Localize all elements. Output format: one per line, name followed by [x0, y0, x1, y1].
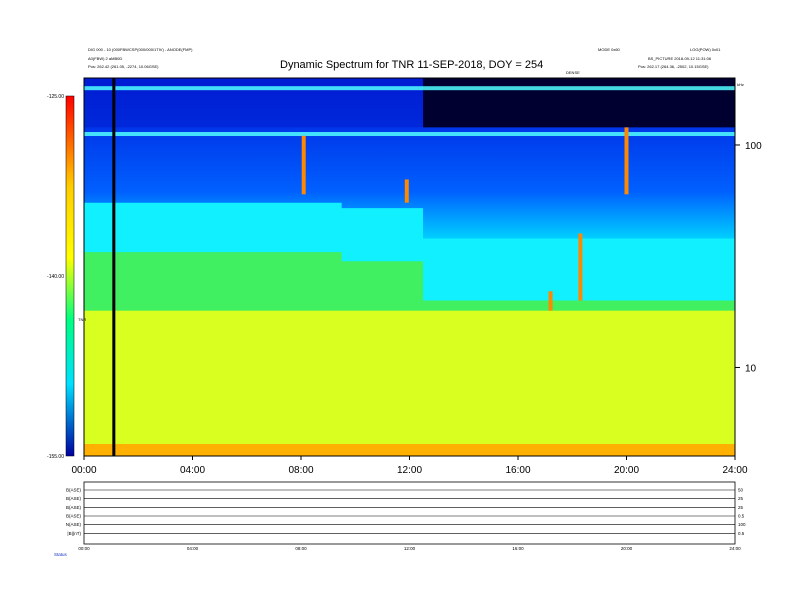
- dense-label: DENSE: [566, 70, 580, 75]
- bottom-orange-strip: [84, 444, 735, 456]
- colorbar: [65, 95, 75, 457]
- lower-panel-x-tick-label: 04:00: [187, 546, 199, 551]
- radio-burst: [624, 127, 629, 195]
- lower-panel-row-value: 50: [738, 488, 744, 493]
- lower-panel-row-value: 25: [738, 496, 744, 501]
- black-marker-line: [112, 78, 116, 456]
- radio-burst: [301, 135, 306, 195]
- colorbar-tick-label: -125.00: [47, 94, 64, 100]
- interference-line: [84, 86, 735, 91]
- colorbar-tick-label: -155.00: [47, 454, 64, 460]
- x-tick-label: 04:00: [180, 465, 205, 476]
- lower-panel-row-value: 100: [738, 522, 746, 527]
- radio-burst: [404, 179, 409, 203]
- lower-panel-x-tick-label: 24:00: [729, 546, 741, 551]
- lower-panel-x-tick-label: 16:00: [512, 546, 524, 551]
- header-right-line-2: LOG(POW) 0x01: [690, 47, 721, 52]
- lower-panel-row-value: 0.5: [738, 514, 745, 519]
- lower-panel-x-tick-label: 00:00: [78, 546, 90, 551]
- x-tick-label: 08:00: [288, 465, 313, 476]
- colorbar-label: TNR: [78, 317, 86, 322]
- lower-panel-row-label: B(ASE): [66, 505, 82, 510]
- lower-panel-row-label: B(ASE): [66, 514, 82, 519]
- lower-panel-frame: [83, 481, 736, 545]
- lower-panel-row-label: |B|(nT): [67, 531, 81, 536]
- right-unit-label: kHz: [737, 82, 744, 87]
- header-right-line-3: BS_PICTURE 2018-09-12 11:31:06: [648, 56, 712, 61]
- header-left-line-2: A0(FBW) 2 aMB0D: [88, 56, 123, 61]
- x-tick-label: 16:00: [505, 465, 530, 476]
- lower-panel-row-value: 25: [738, 505, 744, 510]
- lower-panel-footer: Status: [54, 552, 68, 557]
- spectrogram-frame: [83, 77, 736, 457]
- interference-line: [84, 132, 735, 137]
- colorbar-tick-label: -140.00: [47, 274, 64, 280]
- lower-panel-row-label: B(ASE): [66, 488, 82, 493]
- header-right-line-1: MODE 0x60: [598, 47, 620, 52]
- lower-panel-x-tick-label: 08:00: [295, 546, 307, 551]
- lower-panel-row-label: B(ASE): [66, 496, 82, 501]
- lower-panel-x-tick-label: 12:00: [404, 546, 416, 551]
- x-tick-label: 00:00: [71, 465, 96, 476]
- x-tick-label: 24:00: [722, 465, 747, 476]
- header-right-line-4: Pos: 262.17 (264.36, -2502, 10.15GSE): [638, 64, 709, 69]
- lower-panel-row-label: N(ASE): [66, 522, 82, 527]
- y-tick-label: 100: [745, 141, 762, 152]
- chart-title: Dynamic Spectrum for TNR 11-SEP-2018, DO…: [280, 59, 544, 71]
- x-tick-label: 20:00: [614, 465, 639, 476]
- lower-panel-row-value: 0.5: [738, 531, 745, 536]
- header-left-line-1: DIG 000 - 10 (000FBWCSP(000/000/1TIV) - …: [88, 47, 193, 52]
- radio-burst: [578, 233, 583, 301]
- lower-panel-x-tick-label: 20:00: [621, 546, 633, 551]
- low-freq-floor: [84, 310, 735, 456]
- x-tick-label: 12:00: [397, 465, 422, 476]
- spectrogram: [84, 78, 735, 456]
- y-tick-label: 10: [745, 363, 757, 374]
- radio-burst: [548, 291, 553, 311]
- header-left-line-3: Pos: 262.42 (261.05, -2274, 10.06GSE): [88, 64, 159, 69]
